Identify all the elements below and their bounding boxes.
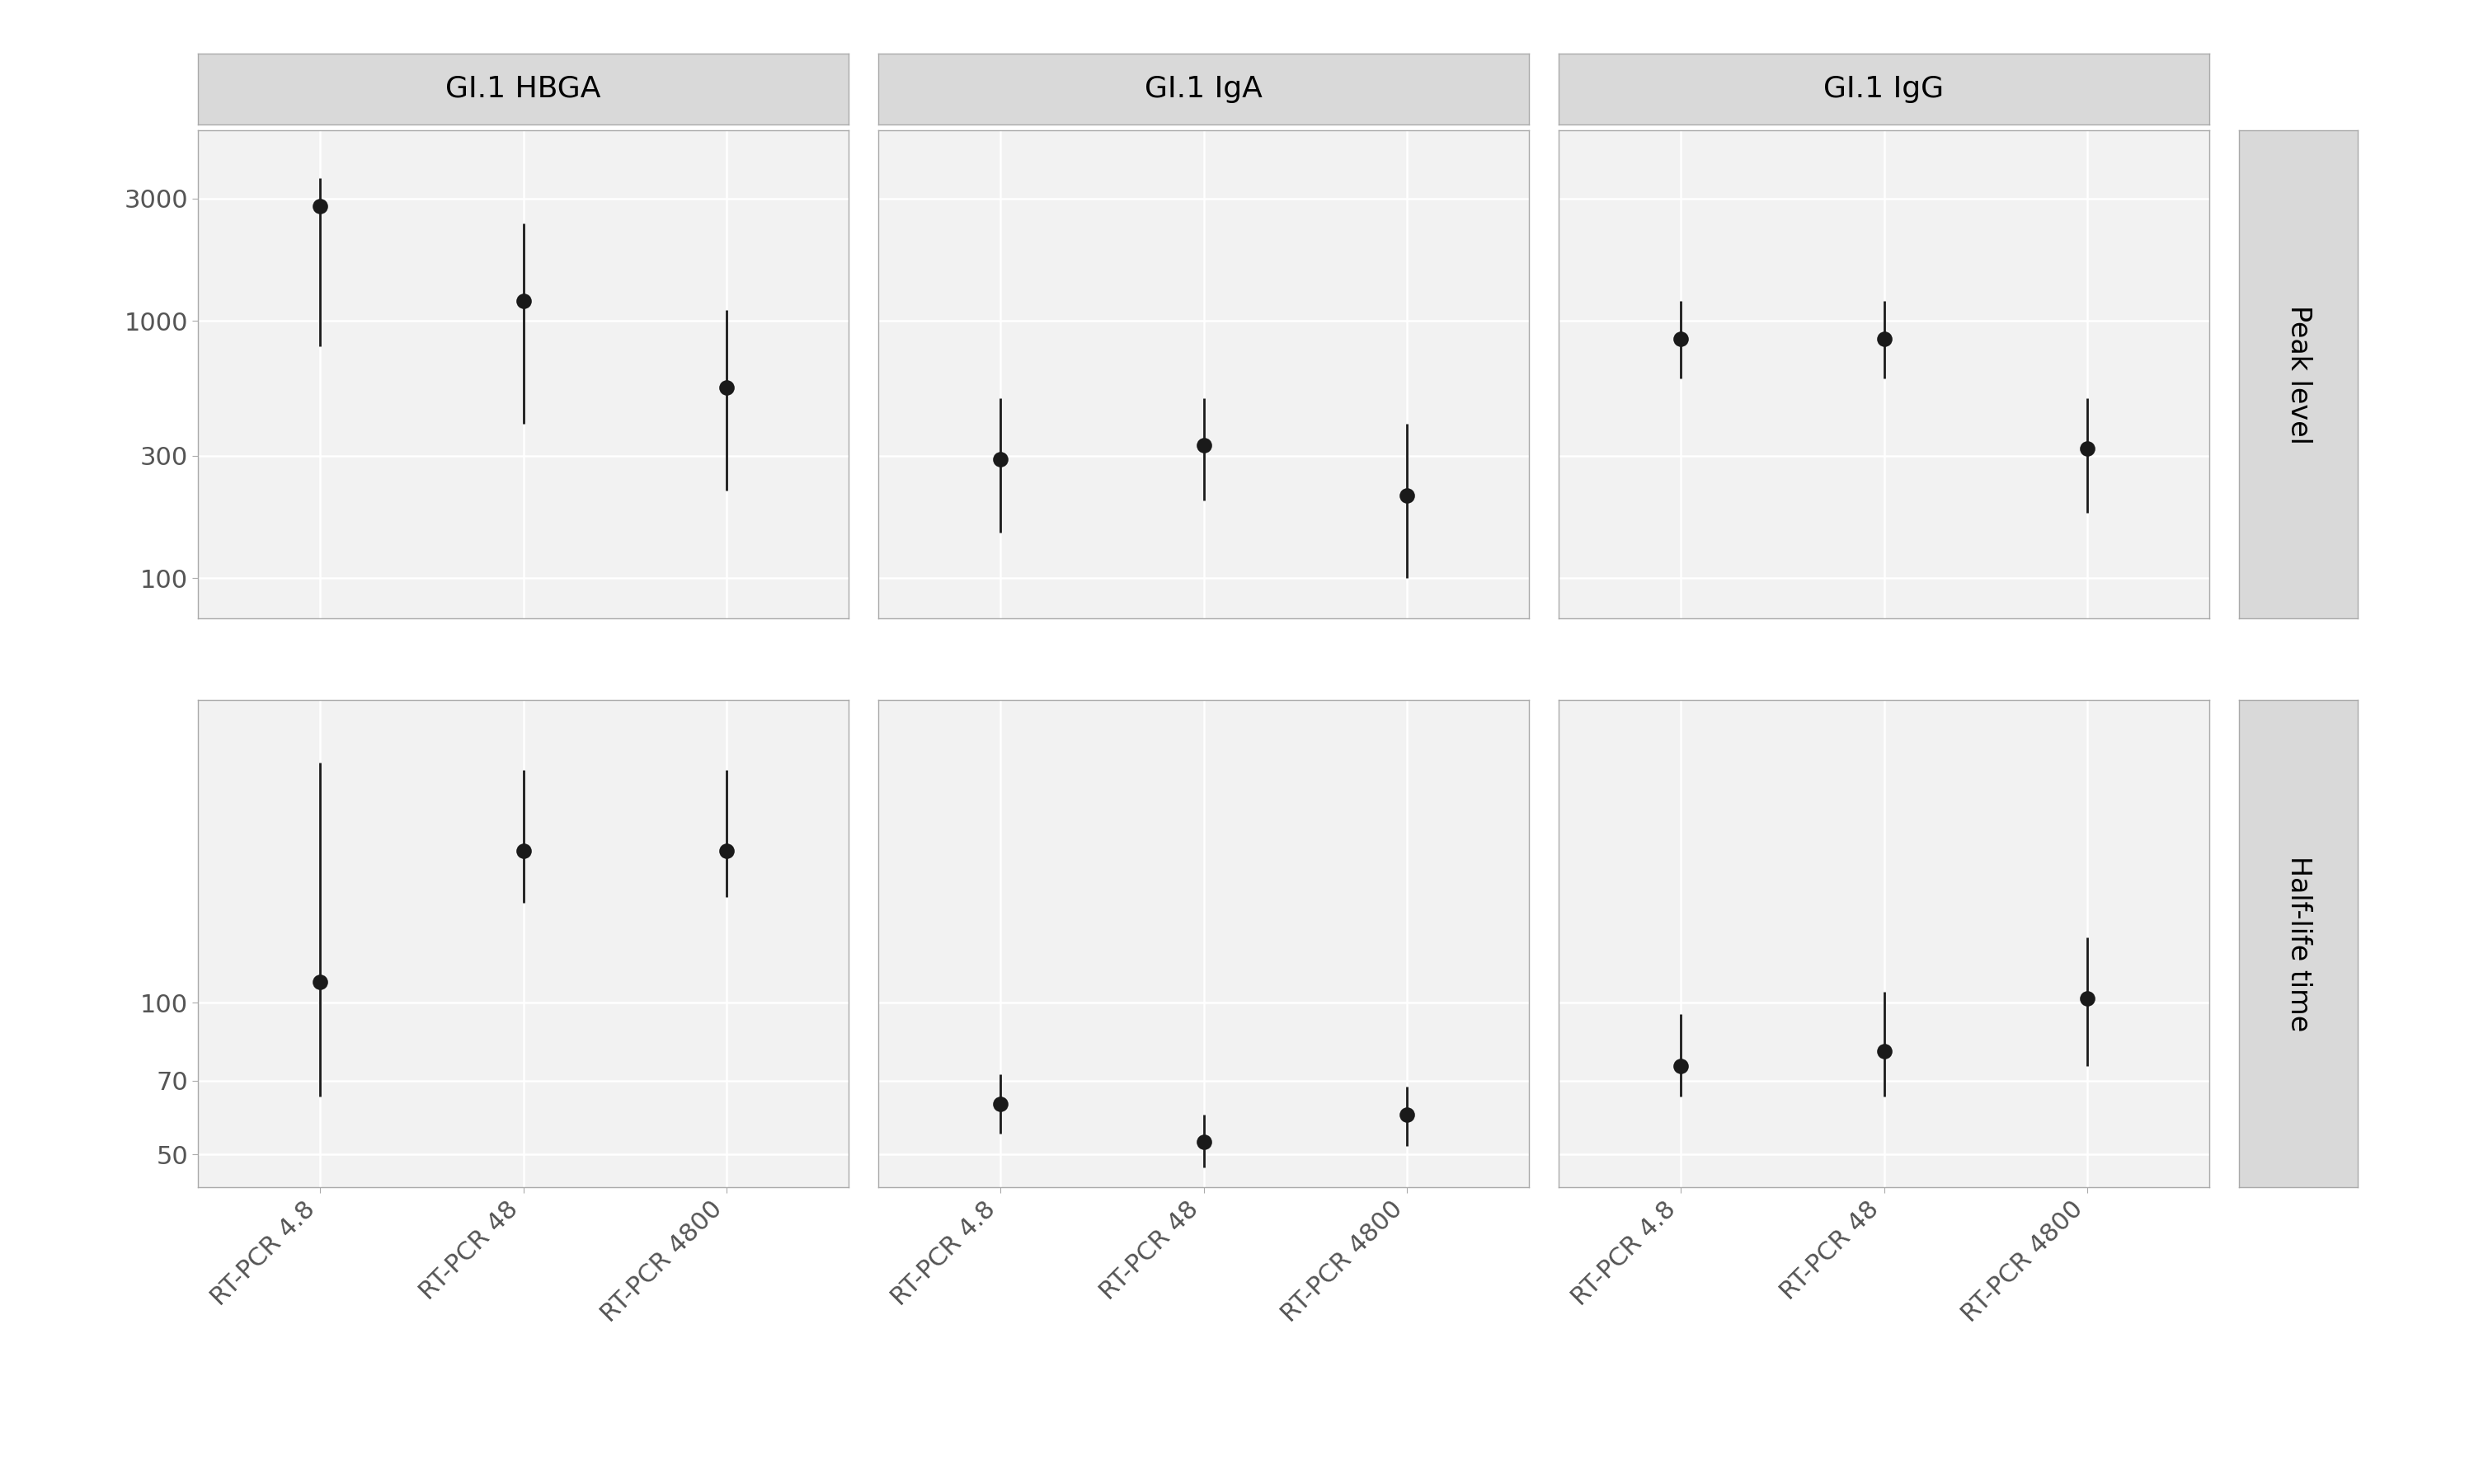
Point	[505, 840, 544, 864]
Point	[2068, 987, 2108, 1011]
Point	[1183, 1129, 1222, 1153]
Point	[1388, 1103, 1427, 1126]
Point	[299, 971, 339, 994]
Point	[1388, 484, 1427, 508]
Point	[1183, 433, 1222, 457]
Point	[2068, 436, 2108, 460]
Point	[980, 448, 1019, 472]
Point	[980, 1092, 1019, 1116]
Text: GI.1 IgG: GI.1 IgG	[1823, 76, 1945, 102]
Text: Half-life time: Half-life time	[2286, 856, 2311, 1031]
Point	[708, 840, 747, 864]
Point	[1865, 1040, 1905, 1064]
Text: GI.1 IgA: GI.1 IgA	[1145, 76, 1262, 102]
Point	[1865, 328, 1905, 352]
Text: GI.1 HBGA: GI.1 HBGA	[445, 76, 601, 102]
Point	[1660, 328, 1700, 352]
Point	[1660, 1054, 1700, 1077]
Point	[299, 194, 339, 218]
Point	[708, 375, 747, 399]
Point	[505, 289, 544, 313]
Text: Peak level: Peak level	[2286, 304, 2311, 444]
